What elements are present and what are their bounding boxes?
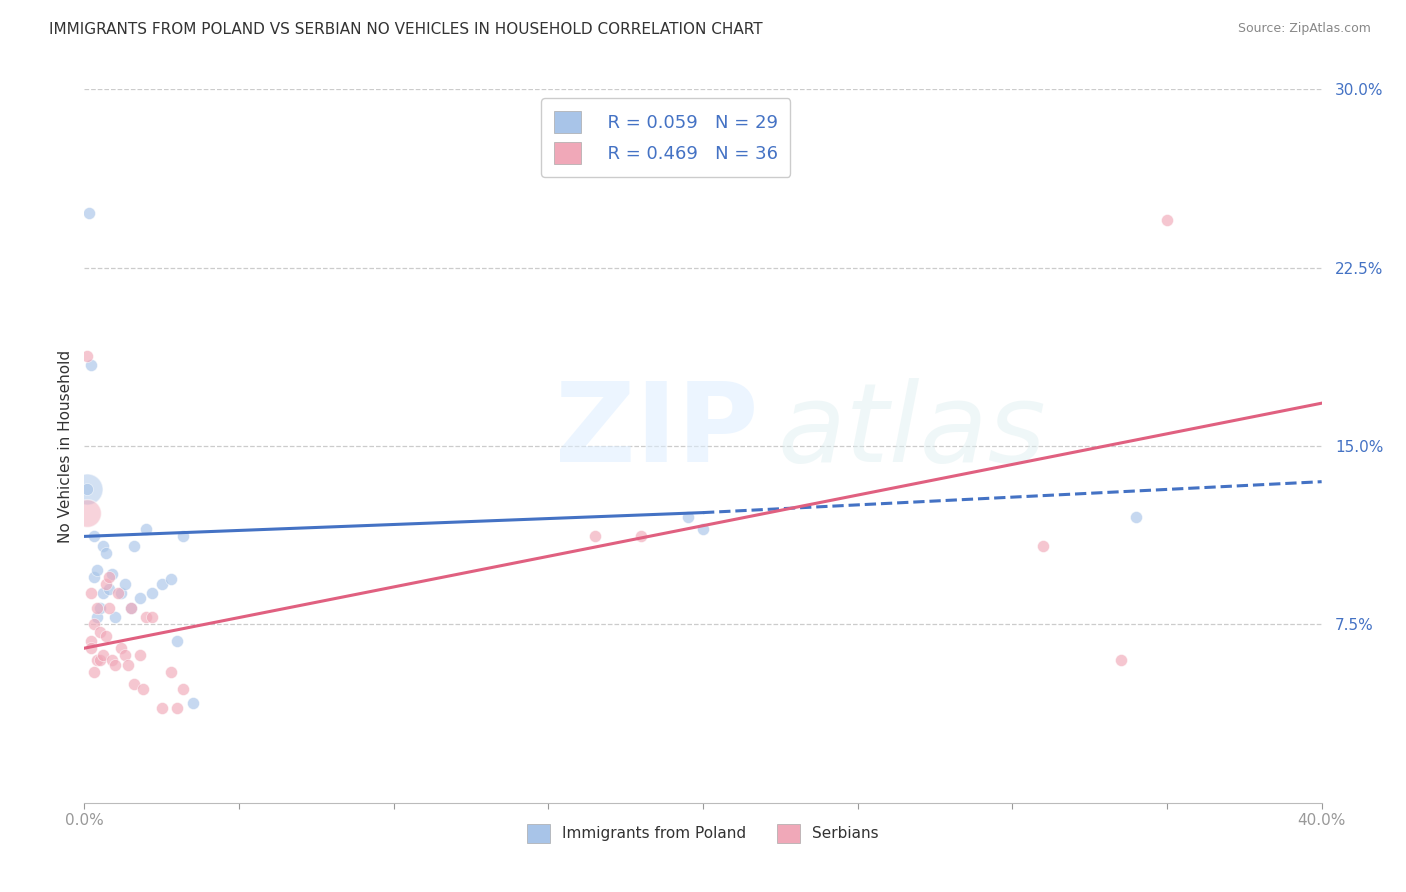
Point (89, 653, 111, 667)
Point (122, 539, 145, 553)
Point (86, 610, 108, 624)
Point (79, 634, 101, 648)
Text: ZIP: ZIP (554, 378, 758, 485)
Point (110, 641, 132, 656)
Point (83, 665, 105, 679)
Point (166, 700, 188, 714)
Point (83, 529, 105, 543)
Point (91, 586, 114, 600)
Point (94, 577, 117, 591)
Point (79, 641, 101, 656)
Point (135, 610, 157, 624)
Point (1125, 510, 1147, 524)
Point (129, 648, 152, 663)
Point (98, 600, 121, 615)
Point (104, 657, 127, 672)
Point (132, 681, 155, 696)
Point (122, 677, 145, 691)
Point (1156, 213, 1178, 227)
Point (101, 653, 124, 667)
Y-axis label: No Vehicles in Household: No Vehicles in Household (58, 350, 73, 542)
Point (91, 539, 114, 553)
Point (98, 570, 121, 584)
Point (83, 570, 105, 584)
Point (79, 358, 101, 372)
Point (117, 657, 139, 672)
Point (692, 522, 714, 536)
Point (160, 665, 183, 679)
Point (141, 586, 163, 600)
Point (76, 349, 98, 363)
Point (120, 600, 142, 615)
Point (630, 529, 652, 543)
Point (110, 586, 132, 600)
Legend: Immigrants from Poland, Serbians: Immigrants from Poland, Serbians (522, 818, 884, 848)
Point (98, 582, 121, 596)
Point (107, 586, 129, 600)
Point (141, 610, 163, 624)
Text: Source: ZipAtlas.com: Source: ZipAtlas.com (1237, 22, 1371, 36)
Point (76, 506, 98, 520)
Text: atlas: atlas (778, 378, 1046, 485)
Point (86, 653, 108, 667)
Point (86, 600, 108, 615)
Point (104, 610, 127, 624)
Point (150, 700, 173, 714)
Point (89, 624, 111, 639)
Point (79, 586, 101, 600)
Point (89, 600, 111, 615)
Point (83, 617, 105, 632)
Point (86, 563, 108, 577)
Point (101, 567, 124, 582)
Point (94, 629, 117, 643)
Point (166, 634, 188, 648)
Point (91, 648, 114, 663)
Point (676, 510, 699, 524)
Point (160, 572, 183, 586)
Point (76, 482, 98, 496)
Point (76, 482, 98, 496)
Point (150, 577, 173, 591)
Text: IMMIGRANTS FROM POLAND VS SERBIAN NO VEHICLES IN HOUSEHOLD CORRELATION CHART: IMMIGRANTS FROM POLAND VS SERBIAN NO VEH… (49, 22, 763, 37)
Point (172, 681, 194, 696)
Point (583, 529, 606, 543)
Point (181, 696, 204, 710)
Point (77, 206, 100, 220)
Point (1032, 539, 1054, 553)
Point (114, 648, 136, 663)
Point (135, 522, 157, 536)
Point (1109, 653, 1132, 667)
Point (120, 600, 142, 615)
Point (129, 591, 152, 606)
Point (114, 577, 136, 591)
Point (94, 546, 117, 560)
Point (172, 529, 194, 543)
